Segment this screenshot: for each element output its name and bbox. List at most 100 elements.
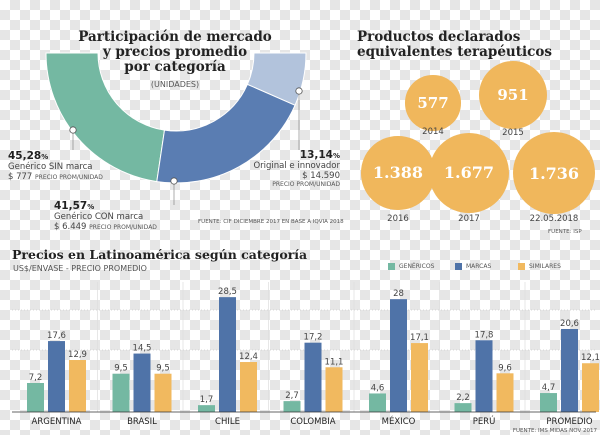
bubble-year: 2014	[422, 127, 444, 137]
category-label: BRASIL	[127, 417, 157, 427]
bar-chart-source: FUENTE: IMS MIDAS NOV 2017	[512, 428, 597, 434]
bar-genéricos	[198, 405, 215, 412]
segment-marker	[69, 126, 77, 134]
pct-sign: %	[41, 153, 49, 161]
bar-value-label: 28	[393, 289, 404, 299]
bar-chart-subtitle: US$/ENVASE - PRECIO PROMEDIO	[13, 264, 147, 273]
bar-value-label: 17,1	[410, 333, 429, 343]
category-label: ARGENTINA	[32, 417, 82, 427]
bar-value-label: 17,6	[47, 331, 66, 341]
bar-value-label: 4,7	[542, 383, 556, 393]
bar-genéricos	[112, 373, 130, 412]
bar-value-label: 7,2	[29, 373, 43, 383]
segment-price: $ 777	[8, 172, 33, 182]
legend-label: MARCAS	[466, 263, 492, 270]
legend-swatch	[455, 263, 462, 270]
bubble-year: 2017	[458, 214, 480, 224]
segment-name: Genérico SIN marca	[8, 162, 93, 172]
segment-name: Original e innovador	[253, 161, 340, 171]
market-source: FUENTE: CIF DICIEMBRE 2017 EN BASE A IQV…	[198, 219, 344, 225]
price-note: PRECIO PROM/UNIDAD	[272, 181, 340, 188]
bar-marcas	[219, 297, 236, 412]
bar-genéricos	[27, 382, 44, 412]
segment-label-original: 13,14% Original e innovador $ 14.590 PRE…	[253, 149, 340, 188]
segment-label-con-marca: 41,57% Genérico CON marca $ 6.449 PRECIO…	[54, 200, 157, 233]
bar-value-label: 17,8	[475, 330, 494, 340]
products-title: Productos declarados equivalentes terapé…	[357, 30, 552, 60]
bar-genéricos	[454, 403, 472, 412]
bar-marcas	[475, 340, 493, 412]
category-label: COLOMBIA	[290, 417, 335, 427]
market-subtitle: (UNIDADES)	[150, 80, 200, 89]
pct-sign: %	[87, 203, 95, 211]
bar-genéricos	[283, 401, 301, 412]
product-bubble: 577	[405, 75, 461, 131]
bar-value-label: 9,6	[498, 363, 512, 373]
bar-marcas	[133, 353, 151, 412]
segment-label-sin-marca: 45,28% Genérico SIN marca $ 777 PRECIO P…	[8, 150, 103, 183]
legend-marcas: MARCAS	[455, 263, 491, 270]
category-label: MÉXICO	[382, 415, 416, 427]
bar-genéricos	[540, 393, 557, 412]
segment-price: $ 14.590	[302, 171, 340, 181]
bar-value-label: 17,2	[304, 333, 323, 343]
market-title-line: Participación de mercado	[78, 29, 272, 45]
segment-marker	[295, 87, 303, 95]
bar-value-label: 12,1	[581, 353, 600, 363]
bar-similares	[582, 363, 599, 412]
bar-value-label: 1,7	[200, 395, 214, 405]
bar-similares	[496, 373, 514, 412]
price-note: PRECIO PROM/UNIDAD	[35, 174, 103, 181]
product-bubble: 951	[478, 60, 548, 130]
legend-similares: SIMILARES	[518, 263, 561, 270]
segment-name: Genérico CON marca	[54, 212, 144, 222]
legend-genericos: GENÉRICOS	[388, 263, 434, 270]
market-title: Participación de mercado y precios prome…	[60, 30, 290, 92]
products-title-line: Productos declarados	[357, 29, 521, 45]
bar-value-label: 11,1	[325, 357, 344, 367]
legend-swatch	[388, 263, 395, 270]
bar-marcas	[304, 342, 322, 412]
bar-value-label: 12,9	[68, 350, 87, 360]
bar-value-label: 9,5	[156, 364, 170, 374]
category-label: CHILE	[215, 417, 240, 427]
bar-marcas	[390, 299, 407, 412]
bar-value-label: 9,5	[114, 364, 128, 374]
segment-price: $ 6.449	[54, 222, 87, 232]
bar-value-label: 2,2	[456, 393, 470, 403]
price-note: PRECIO PROM/UNIDAD	[89, 224, 157, 231]
legend-label: SIMILARES	[529, 263, 561, 270]
pct-sign: %	[332, 152, 340, 160]
bubble-year: 22.05.2018	[529, 214, 579, 224]
legend-label: GENÉRICOS	[399, 263, 435, 270]
pct-value: 41,57	[54, 200, 88, 212]
legend-swatch	[518, 263, 525, 270]
bar-chart-title: Precios en Latinoamérica según categoría	[12, 247, 308, 262]
products-title-line: equivalentes terapéuticos	[357, 44, 552, 60]
bar-similares	[325, 367, 343, 412]
products-source: FUENTE: ISP	[548, 229, 582, 235]
bar-marcas	[561, 328, 578, 412]
bar-similares	[154, 373, 172, 412]
bar-chart: 7,2 17,612,9 ARGENTINA 9,5 14,5 9,5 BRASIL 1,7 2…	[12, 282, 600, 427]
market-title-line: y precios promedio	[102, 44, 248, 60]
bubble-year: 2015	[502, 128, 524, 138]
bar-value-label: 12,4	[239, 352, 258, 362]
segment-marker	[170, 177, 178, 185]
bar-value-label: 28,5	[218, 287, 237, 297]
market-title-line: por categoría	[124, 59, 226, 75]
bar-genéricos	[369, 393, 386, 412]
bar-marcas	[48, 341, 65, 412]
market-share-donut	[45, 52, 307, 205]
bar-value-label: 14,5	[133, 344, 152, 354]
bubble-year: 2016	[387, 214, 409, 224]
pct-value: 13,14	[299, 149, 333, 161]
bar-value-label: 20,6	[560, 319, 579, 329]
product-bubble: 1.388	[361, 136, 435, 210]
product-bubble: 1.677	[428, 132, 510, 214]
bar-value-label: 2,7	[285, 391, 299, 401]
pct-value: 45,28	[8, 150, 42, 162]
bar-similares	[69, 360, 86, 412]
product-bubble: 1.736	[513, 132, 595, 214]
bar-similares	[240, 362, 257, 412]
